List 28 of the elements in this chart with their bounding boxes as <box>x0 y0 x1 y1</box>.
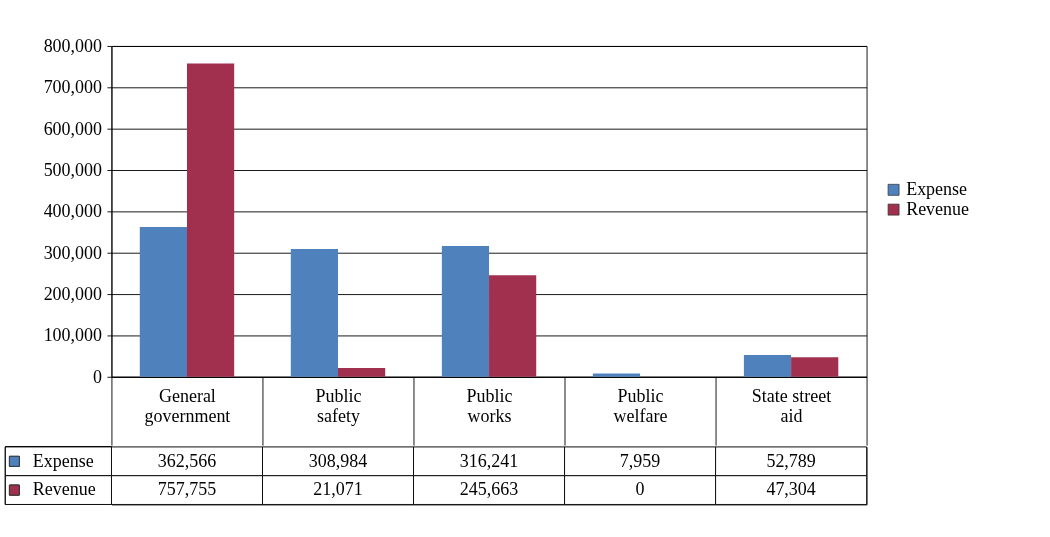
y-tick-label: 0 <box>93 366 103 387</box>
data-label: 757,755 <box>157 479 217 500</box>
y-tick-label: 500,000 <box>43 159 103 180</box>
data-label: 308,984 <box>308 450 368 471</box>
y-tick-label: 700,000 <box>43 77 103 98</box>
data-label: 245,663 <box>459 479 519 500</box>
text: Revenue <box>32 479 96 500</box>
y-tick-label: 800,000 <box>43 35 103 56</box>
data-label: 362,566 <box>157 450 217 471</box>
y-tick-label: 400,000 <box>43 201 103 222</box>
x-tick-label: Public works <box>466 386 513 427</box>
y-tick-label: 600,000 <box>43 118 103 139</box>
x-tick-label: Public welfare <box>613 386 668 427</box>
legend-label: Expense <box>32 450 94 471</box>
x-tick-label: State street aid <box>751 386 832 427</box>
y-tick-label: 300,000 <box>43 242 103 263</box>
data-label: 316,241 <box>459 450 519 471</box>
data-label: 7,959 <box>619 450 661 471</box>
text: Expense <box>906 179 968 200</box>
y-tick-label: 100,000 <box>43 325 103 346</box>
x-tick-label: General government <box>144 386 231 427</box>
data-label: 21,071 <box>313 479 363 500</box>
y-tick-label: 200,000 <box>43 283 103 304</box>
x-tick-label: Public safety <box>315 386 362 427</box>
data-label: 47,304 <box>766 479 816 500</box>
data-label: 0 <box>635 479 645 500</box>
data-label: 52,789 <box>766 450 816 471</box>
legend-label: Revenue <box>906 199 970 220</box>
